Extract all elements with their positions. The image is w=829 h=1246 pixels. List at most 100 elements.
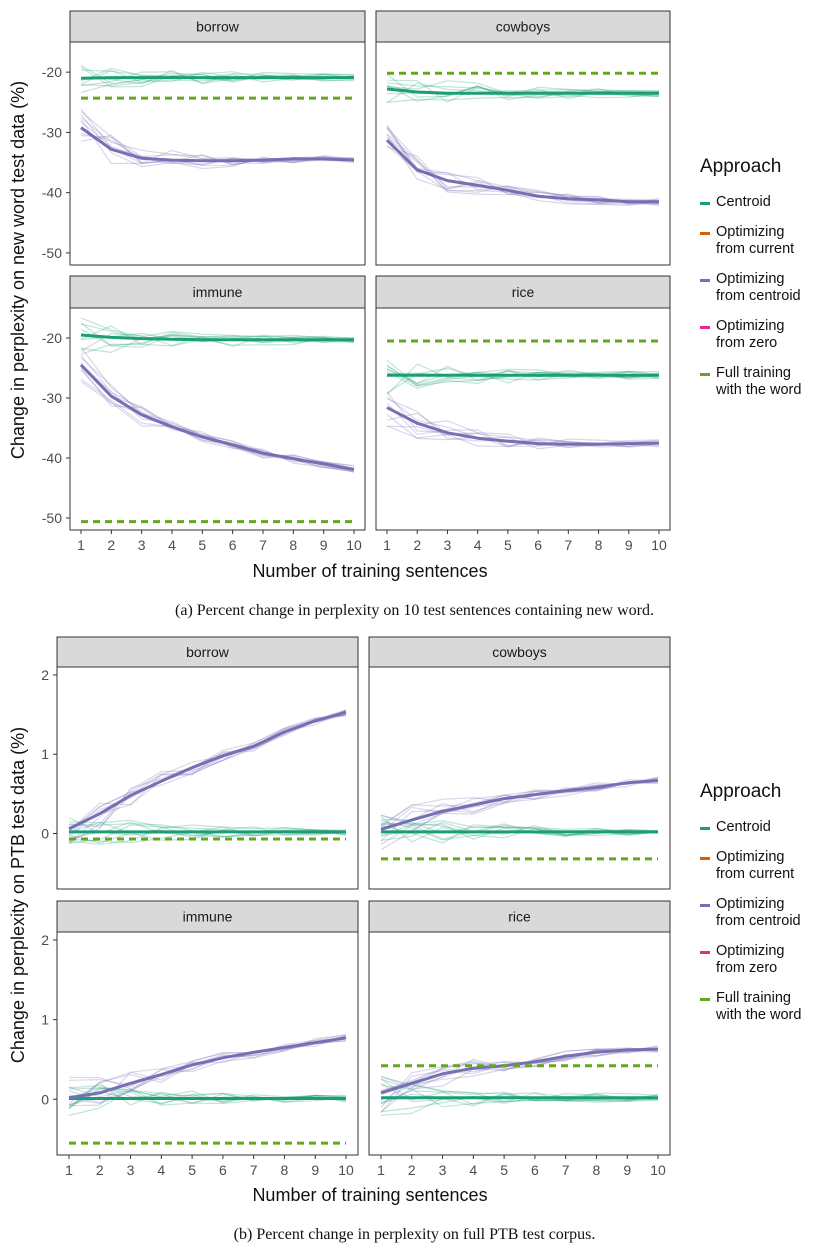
legend-swatch-full-training — [700, 373, 710, 376]
y-tick-label: 1 — [41, 746, 49, 762]
legend-item-centroid: Centroid — [700, 194, 801, 211]
y-tick-label: -30 — [42, 390, 62, 406]
y-tick-label: 0 — [41, 1091, 49, 1107]
legend-item-optimizing-from-current: Optimizing from current — [700, 849, 801, 883]
y-tick-label: 0 — [41, 826, 49, 842]
x-tick-label: 9 — [311, 1162, 319, 1178]
run-line — [386, 80, 659, 98]
series-line-optimizing-from-centroid — [385, 139, 659, 204]
x-tick-label: 9 — [320, 537, 328, 553]
facet-strip — [69, 275, 366, 309]
facet-rice: rice 1 2 3 4 5 6 7 8 9 10 — [375, 275, 671, 553]
x-tick-label: 2 — [413, 537, 421, 553]
x-tick-label: 6 — [534, 537, 542, 553]
facet-strip-label: borrow — [186, 644, 230, 660]
legend-label: Full training with the word — [716, 365, 802, 398]
x-axis-label: Number of training sentences — [252, 1185, 487, 1205]
run-line — [80, 332, 354, 352]
run-line — [68, 710, 347, 844]
legend-item-optimizing-from-zero: Optimizing from zero — [700, 318, 801, 352]
y-axis-label: Change in perplexity on new word test da… — [8, 81, 28, 459]
y-tick-label: -50 — [42, 245, 62, 261]
legend-b: Approach Centroid Optimizing from curren… — [700, 781, 801, 1037]
x-tick-label: 8 — [593, 1162, 601, 1178]
facet-borrow: borrow -20 -30 -40 -50 — [42, 10, 366, 266]
run-line — [380, 1046, 659, 1101]
x-tick-label: 9 — [623, 1162, 631, 1178]
legend-label: Optimizing from current — [716, 224, 795, 257]
run-line — [80, 325, 355, 346]
run-line — [386, 425, 660, 448]
panel-plot — [380, 776, 659, 861]
y-axis-label: Change in perplexity on PTB test data (%… — [8, 727, 28, 1063]
facet-rice: rice 1 2 3 4 5 6 7 8 9 10 — [368, 900, 671, 1178]
run-line — [80, 134, 355, 164]
series-line-optimizing-from-centroid — [68, 710, 347, 831]
x-tick-label: 7 — [250, 1162, 258, 1178]
legend-item-optimizing-from-current: Optimizing from current — [700, 224, 801, 258]
x-tick-label: 4 — [474, 537, 482, 553]
legend-label: Optimizing from centroid — [716, 271, 801, 304]
x-tick-label: 5 — [500, 1162, 508, 1178]
panel-frame — [368, 666, 671, 890]
run-line — [68, 824, 347, 845]
legend-title: Approach — [700, 781, 782, 802]
x-tick-label: 3 — [439, 1162, 447, 1178]
facet-strip-label: rice — [508, 909, 531, 925]
x-tick-label: 2 — [107, 537, 115, 553]
legend-label: Optimizing from zero — [716, 318, 785, 351]
x-tick-label: 4 — [469, 1162, 477, 1178]
legend-swatch-optimizing-from-zero — [700, 326, 710, 329]
legend-swatch-centroid — [700, 827, 710, 830]
legend-item-optimizing-from-centroid: Optimizing from centroid — [700, 896, 801, 930]
series-line-optimizing-from-centroid — [380, 778, 659, 831]
legend-label: Centroid — [716, 819, 771, 835]
y-tick-label: 1 — [41, 1012, 49, 1028]
y-tick-label: -20 — [42, 64, 62, 80]
legend-label: Optimizing from current — [716, 849, 795, 882]
x-tick-label: 5 — [504, 537, 512, 553]
facet-strip — [368, 636, 671, 668]
run-line — [380, 1047, 659, 1108]
panel-frame — [375, 307, 671, 531]
facet-strip — [56, 636, 359, 668]
y-tick-label: -20 — [42, 330, 62, 346]
panel-plot — [385, 71, 660, 207]
panel-frame — [69, 41, 366, 266]
facet-borrow: borrow 2 1 0 — [41, 636, 359, 890]
legend-swatch-optimizing-from-centroid — [700, 279, 710, 282]
run-line — [380, 1096, 659, 1116]
run-line — [380, 821, 659, 841]
x-tick-label: 10 — [338, 1162, 354, 1178]
run-line — [386, 368, 660, 384]
x-tick-label: 9 — [625, 537, 633, 553]
x-tick-label: 3 — [127, 1162, 135, 1178]
series-line-optimizing-from-centroid — [386, 406, 660, 446]
x-tick-label: 6 — [531, 1162, 539, 1178]
panel-plot — [380, 1045, 659, 1116]
legend-label: Optimizing from zero — [716, 943, 785, 976]
series-line-centroid — [80, 333, 354, 342]
x-tick-label: 7 — [562, 1162, 570, 1178]
legend-item-full-training: Full training with the word — [700, 990, 801, 1024]
panel-plot — [79, 317, 355, 524]
x-tick-label: 7 — [259, 537, 267, 553]
run-line — [386, 367, 660, 394]
run-line — [80, 357, 355, 470]
run-line — [80, 67, 355, 82]
chart-a: borrow -20 -30 -40 -50 cowboys immune -20 -30 -40… — [8, 10, 671, 581]
panel-frame — [368, 931, 671, 1156]
y-tick-label: 2 — [41, 667, 49, 683]
facet-strip — [69, 10, 366, 43]
x-tick-label: 6 — [229, 537, 237, 553]
x-tick-label: 4 — [168, 537, 176, 553]
run-line — [386, 145, 660, 206]
x-tick-label: 1 — [65, 1162, 73, 1178]
y-tick-label: -30 — [42, 124, 62, 140]
facet-cowboys: cowboys — [375, 10, 671, 266]
panel-frame — [69, 307, 366, 531]
x-tick-label: 1 — [377, 1162, 385, 1178]
facet-strip-label: immune — [193, 284, 243, 300]
x-tick-label: 3 — [444, 537, 452, 553]
x-tick-label: 1 — [383, 537, 391, 553]
